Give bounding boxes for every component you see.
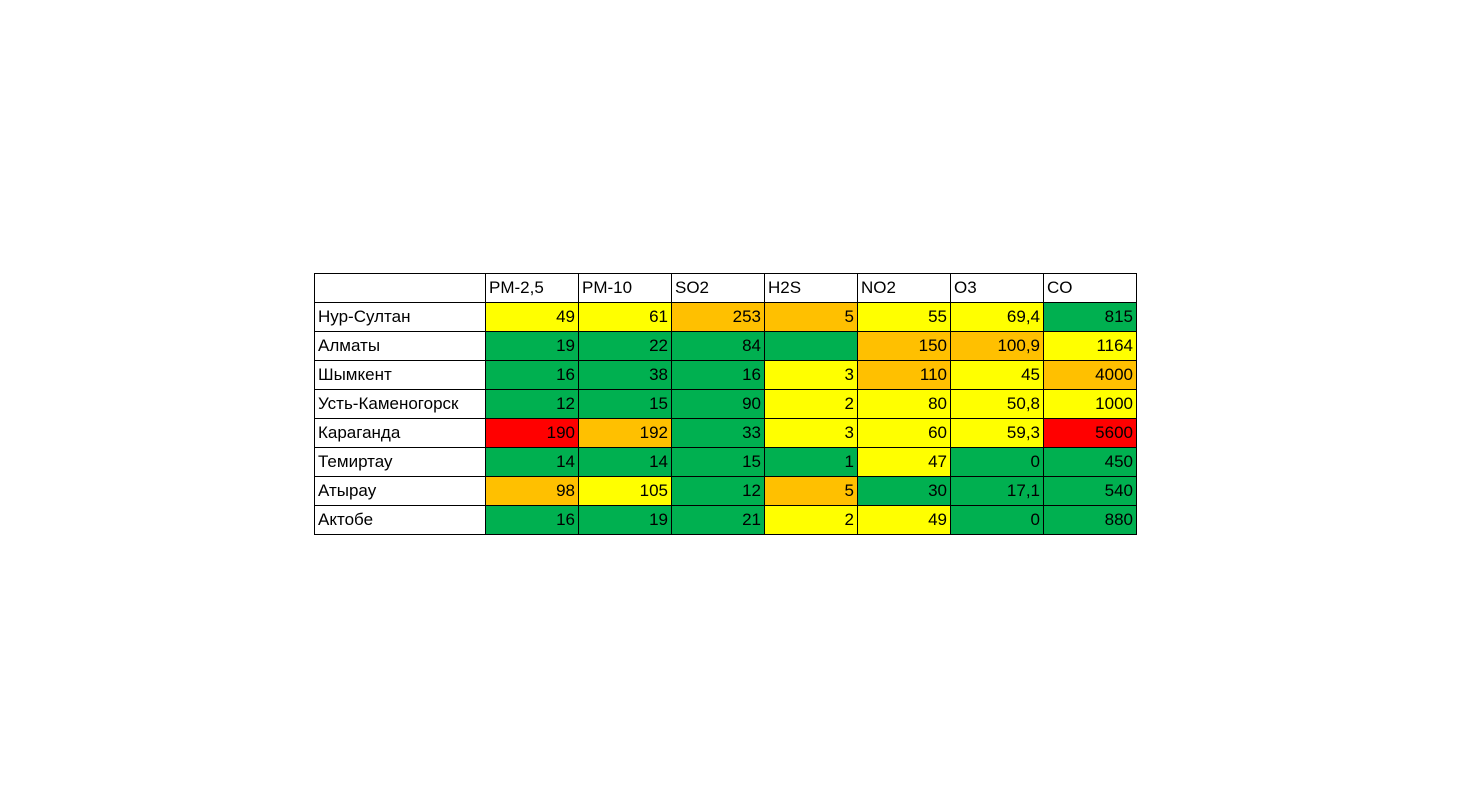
table-row: Актобе 16 19 21 2 49 0 880 [314,505,1137,535]
value-cell[interactable]: 5600 [1043,418,1137,448]
city-name-cell[interactable]: Темиртау [314,447,486,477]
value-cell[interactable]: 45 [950,360,1044,390]
column-header[interactable]: PM-2,5 [485,273,579,303]
city-name-cell[interactable]: Усть-Каменогорск [314,389,486,419]
table-row: Алматы 19 22 84 150 100,9 1164 [314,331,1137,361]
value-cell[interactable]: 110 [857,360,951,390]
value-cell[interactable]: 19 [485,331,579,361]
value-cell[interactable]: 14 [485,447,579,477]
value-cell[interactable]: 2 [764,505,858,535]
value-cell[interactable]: 815 [1043,302,1137,332]
value-cell[interactable]: 1164 [1043,331,1137,361]
value-cell[interactable]: 69,4 [950,302,1044,332]
column-header[interactable]: SO2 [671,273,765,303]
pollution-table: PM-2,5 PM-10 SO2 H2S NO2 O3 CO Нур-Султан 49 61 25… [314,273,1137,535]
value-cell[interactable]: 12 [485,389,579,419]
value-cell[interactable]: 38 [578,360,672,390]
city-name-cell[interactable]: Нур-Султан [314,302,486,332]
value-cell[interactable]: 3 [764,418,858,448]
value-cell[interactable]: 150 [857,331,951,361]
value-cell[interactable]: 16 [485,360,579,390]
value-cell[interactable]: 19 [578,505,672,535]
value-cell[interactable]: 192 [578,418,672,448]
value-cell[interactable]: 55 [857,302,951,332]
table-body: PM-2,5 PM-10 SO2 H2S NO2 O3 CO Нур-Султан 49 61 25… [314,273,1137,535]
value-cell[interactable]: 5 [764,302,858,332]
value-cell[interactable]: 17,1 [950,476,1044,506]
value-cell[interactable]: 33 [671,418,765,448]
column-header[interactable]: O3 [950,273,1044,303]
value-cell[interactable]: 49 [857,505,951,535]
value-cell[interactable]: 4000 [1043,360,1137,390]
value-cell[interactable]: 50,8 [950,389,1044,419]
value-cell[interactable]: 0 [950,505,1044,535]
value-cell[interactable]: 880 [1043,505,1137,535]
value-cell[interactable]: 0 [950,447,1044,477]
value-cell[interactable]: 1000 [1043,389,1137,419]
value-cell[interactable]: 15 [578,389,672,419]
value-cell[interactable]: 30 [857,476,951,506]
value-cell[interactable]: 84 [671,331,765,361]
city-name-cell[interactable]: Атырау [314,476,486,506]
value-cell[interactable]: 2 [764,389,858,419]
value-cell[interactable]: 540 [1043,476,1137,506]
city-name-cell[interactable]: Караганда [314,418,486,448]
table-row: Атырау 98 105 12 5 30 17,1 540 [314,476,1137,506]
value-cell[interactable]: 80 [857,389,951,419]
value-cell[interactable]: 1 [764,447,858,477]
value-cell[interactable]: 5 [764,476,858,506]
column-header[interactable]: NO2 [857,273,951,303]
table-row: Усть-Каменогорск 12 15 90 2 80 50,8 1000 [314,389,1137,419]
value-cell[interactable]: 450 [1043,447,1137,477]
value-cell[interactable]: 100,9 [950,331,1044,361]
table-row: Шымкент 16 38 16 3 110 45 4000 [314,360,1137,390]
column-header[interactable]: PM-10 [578,273,672,303]
city-name-cell[interactable]: Алматы [314,331,486,361]
value-cell[interactable]: 60 [857,418,951,448]
value-cell[interactable]: 253 [671,302,765,332]
header-corner-cell[interactable] [314,273,486,303]
value-cell[interactable]: 14 [578,447,672,477]
value-cell[interactable]: 59,3 [950,418,1044,448]
value-cell[interactable]: 98 [485,476,579,506]
value-cell[interactable]: 47 [857,447,951,477]
value-cell[interactable]: 3 [764,360,858,390]
value-cell[interactable]: 61 [578,302,672,332]
value-cell[interactable]: 105 [578,476,672,506]
value-cell[interactable] [764,331,858,361]
city-name-cell[interactable]: Шымкент [314,360,486,390]
column-header[interactable]: H2S [764,273,858,303]
header-row: PM-2,5 PM-10 SO2 H2S NO2 O3 CO [314,273,1137,303]
value-cell[interactable]: 16 [485,505,579,535]
value-cell[interactable]: 16 [671,360,765,390]
table-row: Караганда 190 192 33 3 60 59,3 5600 [314,418,1137,448]
table-row: Темиртау 14 14 15 1 47 0 450 [314,447,1137,477]
table-row: Нур-Султан 49 61 253 5 55 69,4 815 [314,302,1137,332]
value-cell[interactable]: 12 [671,476,765,506]
value-cell[interactable]: 15 [671,447,765,477]
value-cell[interactable]: 22 [578,331,672,361]
column-header[interactable]: CO [1043,273,1137,303]
value-cell[interactable]: 21 [671,505,765,535]
city-name-cell[interactable]: Актобе [314,505,486,535]
value-cell[interactable]: 49 [485,302,579,332]
value-cell[interactable]: 190 [485,418,579,448]
value-cell[interactable]: 90 [671,389,765,419]
